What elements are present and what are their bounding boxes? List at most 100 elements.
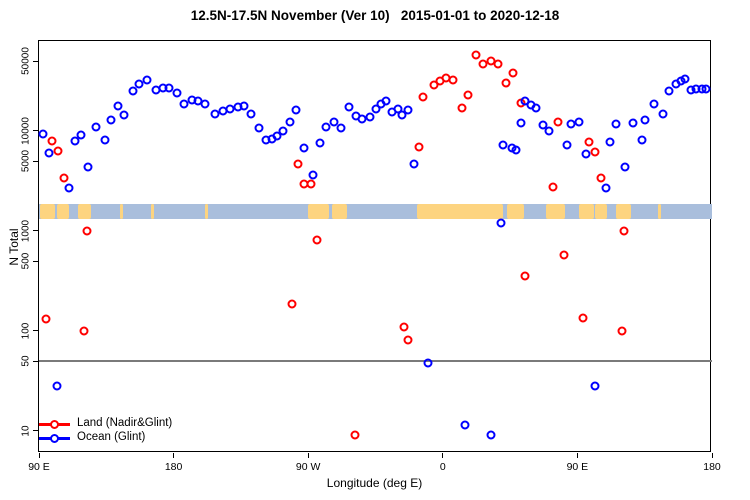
x-tick-mark <box>307 453 309 458</box>
legend-label: Land (Nadir&Glint) <box>77 417 173 429</box>
data-point <box>119 110 129 120</box>
x-tick-label: 180 <box>164 461 183 473</box>
legend-item: Ocean (Glint) <box>39 431 259 445</box>
data-point <box>403 105 413 115</box>
data-point <box>403 335 413 345</box>
y-tick-mark <box>33 160 38 162</box>
data-point <box>287 299 297 309</box>
data-point <box>321 122 331 132</box>
data-point <box>272 131 282 141</box>
data-point <box>590 147 600 157</box>
land-segment <box>151 204 155 219</box>
y-tick-mark <box>33 260 38 262</box>
x-tick-mark <box>38 453 40 458</box>
data-point <box>649 99 659 109</box>
data-point <box>414 142 424 152</box>
land-segment <box>77 204 92 219</box>
data-point <box>44 148 54 158</box>
data-point <box>350 430 360 440</box>
data-point <box>179 99 189 109</box>
data-point <box>596 173 606 183</box>
land-segment <box>119 204 123 219</box>
data-point <box>344 102 354 112</box>
data-point <box>308 170 318 180</box>
data-point <box>200 99 210 109</box>
data-point <box>142 75 152 85</box>
data-point <box>365 112 375 122</box>
data-point <box>64 183 74 193</box>
legend-item: Land (Nadir&Glint) <box>39 417 259 431</box>
data-point <box>254 123 264 133</box>
data-point <box>457 103 467 113</box>
legend: Land (Nadir&Glint) Ocean (Glint) <box>39 417 259 445</box>
data-point <box>498 140 508 150</box>
y-axis-title: N Total <box>7 228 21 266</box>
data-point <box>538 120 548 130</box>
land-segment <box>56 204 69 219</box>
data-point <box>59 173 69 183</box>
data-point <box>381 96 391 106</box>
data-point <box>520 271 530 281</box>
data-point <box>637 135 647 145</box>
x-tick-label: 90 E <box>566 461 589 473</box>
data-point <box>511 145 521 155</box>
x-tick-label: 90 W <box>295 461 321 473</box>
land-segment <box>616 204 632 219</box>
data-point <box>299 143 309 153</box>
data-point <box>620 162 630 172</box>
reference-line-50 <box>39 360 712 362</box>
x-tick-label: 180 <box>703 461 721 473</box>
x-tick-label: 0 <box>439 461 446 473</box>
land-segment <box>595 204 608 219</box>
data-point <box>38 129 48 139</box>
data-point <box>79 326 89 336</box>
y-tick-label: 50 <box>20 355 32 367</box>
data-point <box>106 115 116 125</box>
land-segment <box>545 204 566 219</box>
data-point <box>52 381 62 391</box>
plot-area: 90 E 180 90 W 0 90 E 180 10 50 100 500 1000 5000 10… <box>21 40 721 473</box>
data-point <box>680 74 690 84</box>
y-tick-label: 10 <box>20 425 32 437</box>
data-point <box>312 235 322 245</box>
data-point <box>559 250 569 260</box>
data-point <box>76 130 86 140</box>
data-point <box>100 135 110 145</box>
data-point <box>584 137 594 147</box>
data-point <box>701 84 711 94</box>
data-point <box>293 159 303 169</box>
data-point <box>418 92 428 102</box>
data-point <box>306 179 316 189</box>
data-point <box>611 119 621 129</box>
y-tick-mark <box>33 60 38 62</box>
x-tick-label: 90 E <box>28 461 50 473</box>
data-point <box>134 79 144 89</box>
data-point <box>172 88 182 98</box>
data-point <box>496 218 506 228</box>
data-point <box>590 381 600 391</box>
data-point <box>128 86 138 96</box>
data-point <box>41 314 51 324</box>
world-map-band <box>39 204 712 219</box>
x-tick-mark <box>173 453 175 458</box>
data-point <box>508 68 518 78</box>
data-point <box>113 101 123 111</box>
data-point <box>578 313 588 323</box>
data-point <box>336 123 346 133</box>
y-tick-label: 5000 <box>20 149 32 173</box>
data-point <box>664 86 674 96</box>
data-point <box>463 90 473 100</box>
land-segment <box>332 204 348 219</box>
y-tick-mark <box>33 230 38 232</box>
x-tick-mark <box>576 453 578 458</box>
x-tick-mark <box>442 453 444 458</box>
y-tick-label: 50000 <box>20 47 32 75</box>
land-segment <box>507 204 524 219</box>
data-point <box>531 103 541 113</box>
land-segment <box>308 204 330 219</box>
land-segment <box>417 204 503 219</box>
data-point <box>329 117 339 127</box>
data-point <box>409 159 419 169</box>
data-point <box>291 105 301 115</box>
